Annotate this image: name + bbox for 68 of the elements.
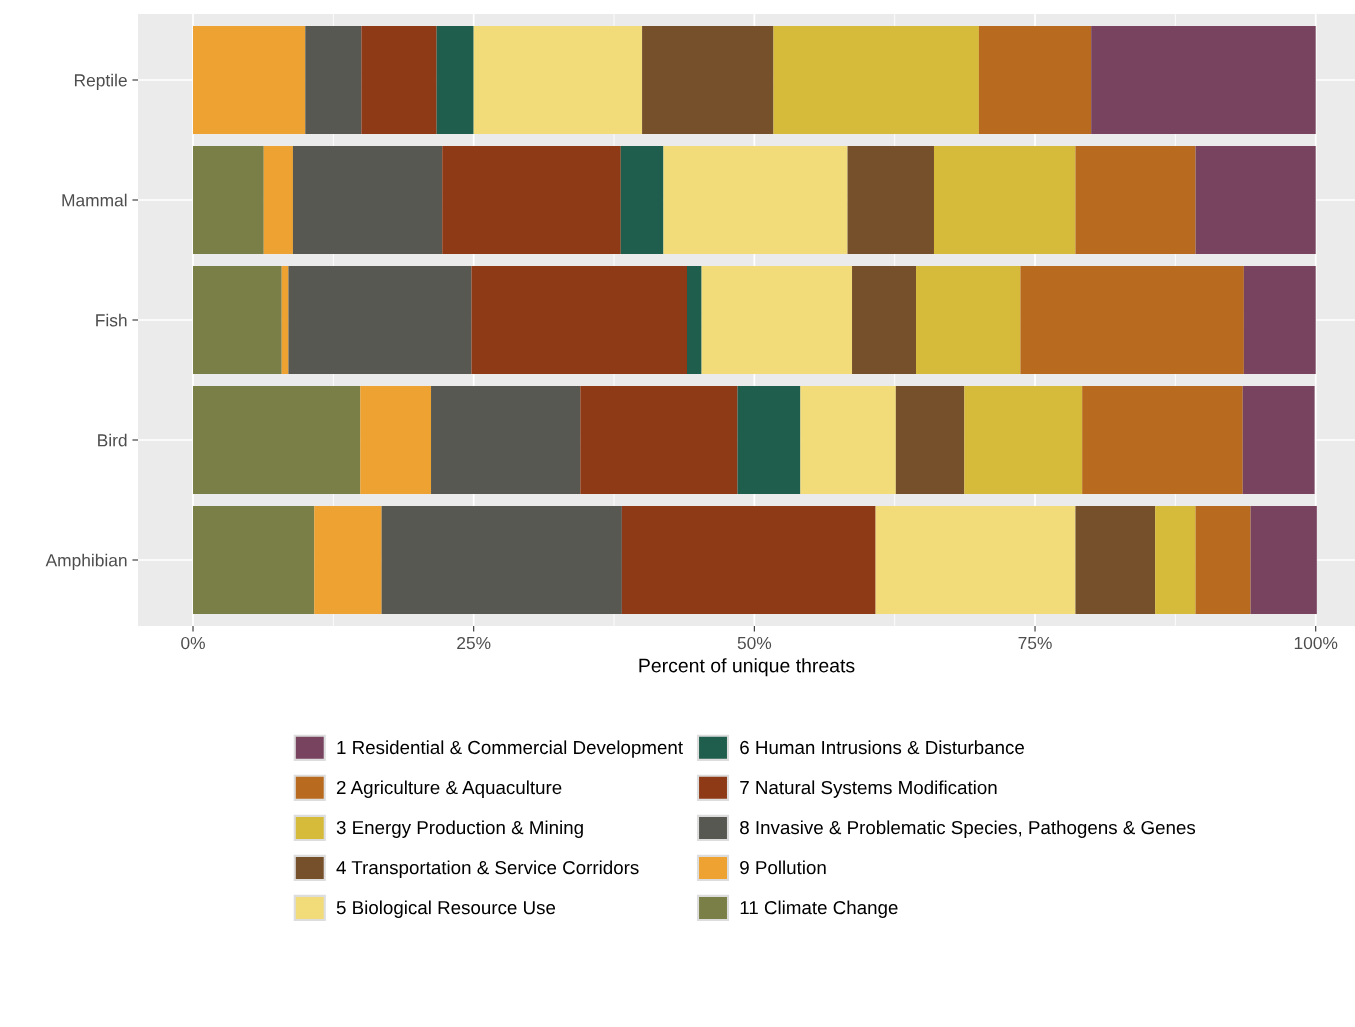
bar (620, 146, 664, 254)
bar (1091, 26, 1316, 134)
bar (471, 266, 687, 374)
x-tick-label: 75% (1018, 636, 1052, 650)
bar (800, 386, 896, 494)
bar (1075, 506, 1156, 614)
y-tick-label: Amphibian (45, 553, 127, 570)
bar (852, 266, 917, 374)
y-tick-label: Fish (96, 313, 127, 327)
bar (916, 266, 1021, 374)
x-axis-title: Percent of unique threats (639, 658, 855, 677)
x-tick-label: 50% (737, 636, 772, 650)
legend-label: 1 Residential & Commercial Development (337, 740, 683, 758)
bar (1155, 506, 1196, 614)
bar (1250, 506, 1317, 614)
bar (1075, 146, 1196, 254)
legend-label: 7 Natural Systems Modification (740, 780, 997, 798)
legend-label: 8 Invasive & Problematic Species, Pathogens & Genes (740, 820, 1196, 838)
bar (642, 26, 774, 134)
bar (361, 26, 437, 134)
bar (314, 506, 382, 614)
y-tick-label: Reptile (74, 73, 127, 90)
bar (737, 386, 801, 494)
legend-label: 3 Energy Production & Mining (336, 820, 583, 838)
bar (580, 386, 738, 494)
x-tick-label: 100% (1294, 636, 1338, 650)
bar (701, 266, 853, 374)
bar (687, 266, 702, 374)
legend-label: 6 Human Intrusions & Disturbance (740, 740, 1024, 755)
bar (288, 266, 472, 374)
bar (847, 146, 934, 254)
bar (621, 506, 876, 614)
bar (360, 386, 432, 494)
bar (1082, 386, 1243, 494)
bar (773, 26, 979, 134)
legend-label: 5 Biological Resource Use (336, 900, 556, 918)
bar (193, 146, 264, 254)
bar (431, 386, 581, 494)
bar (292, 146, 443, 254)
y-tick-label: Mammal (62, 193, 127, 207)
bar (1195, 146, 1316, 254)
bar (473, 26, 643, 134)
bar (263, 146, 293, 254)
bar (1195, 506, 1251, 614)
legend-label: 2 Agriculture & Aquaculture (336, 780, 562, 798)
bar (442, 146, 621, 254)
bar (895, 386, 965, 494)
x-tick-label: 25% (457, 636, 491, 650)
bar (305, 26, 362, 134)
bar (381, 506, 622, 614)
bar (1020, 266, 1244, 374)
bar (663, 146, 848, 254)
bar (933, 146, 1076, 254)
legend-label: 11 Climate Change (740, 900, 898, 918)
bar (875, 506, 1076, 614)
y-tick-label: Bird (98, 433, 127, 447)
legend-label: 4 Transportation & Service Corridors (336, 860, 639, 878)
bar (1243, 266, 1316, 374)
bar (964, 386, 1083, 494)
bar (193, 266, 282, 374)
bar (193, 506, 315, 614)
bar (436, 26, 474, 134)
bar (1242, 386, 1315, 494)
bar (978, 26, 1092, 134)
bar (193, 386, 361, 494)
bar (193, 26, 306, 134)
legend-label: 9 Pollution (740, 860, 826, 875)
x-tick-label: 0% (181, 636, 205, 650)
